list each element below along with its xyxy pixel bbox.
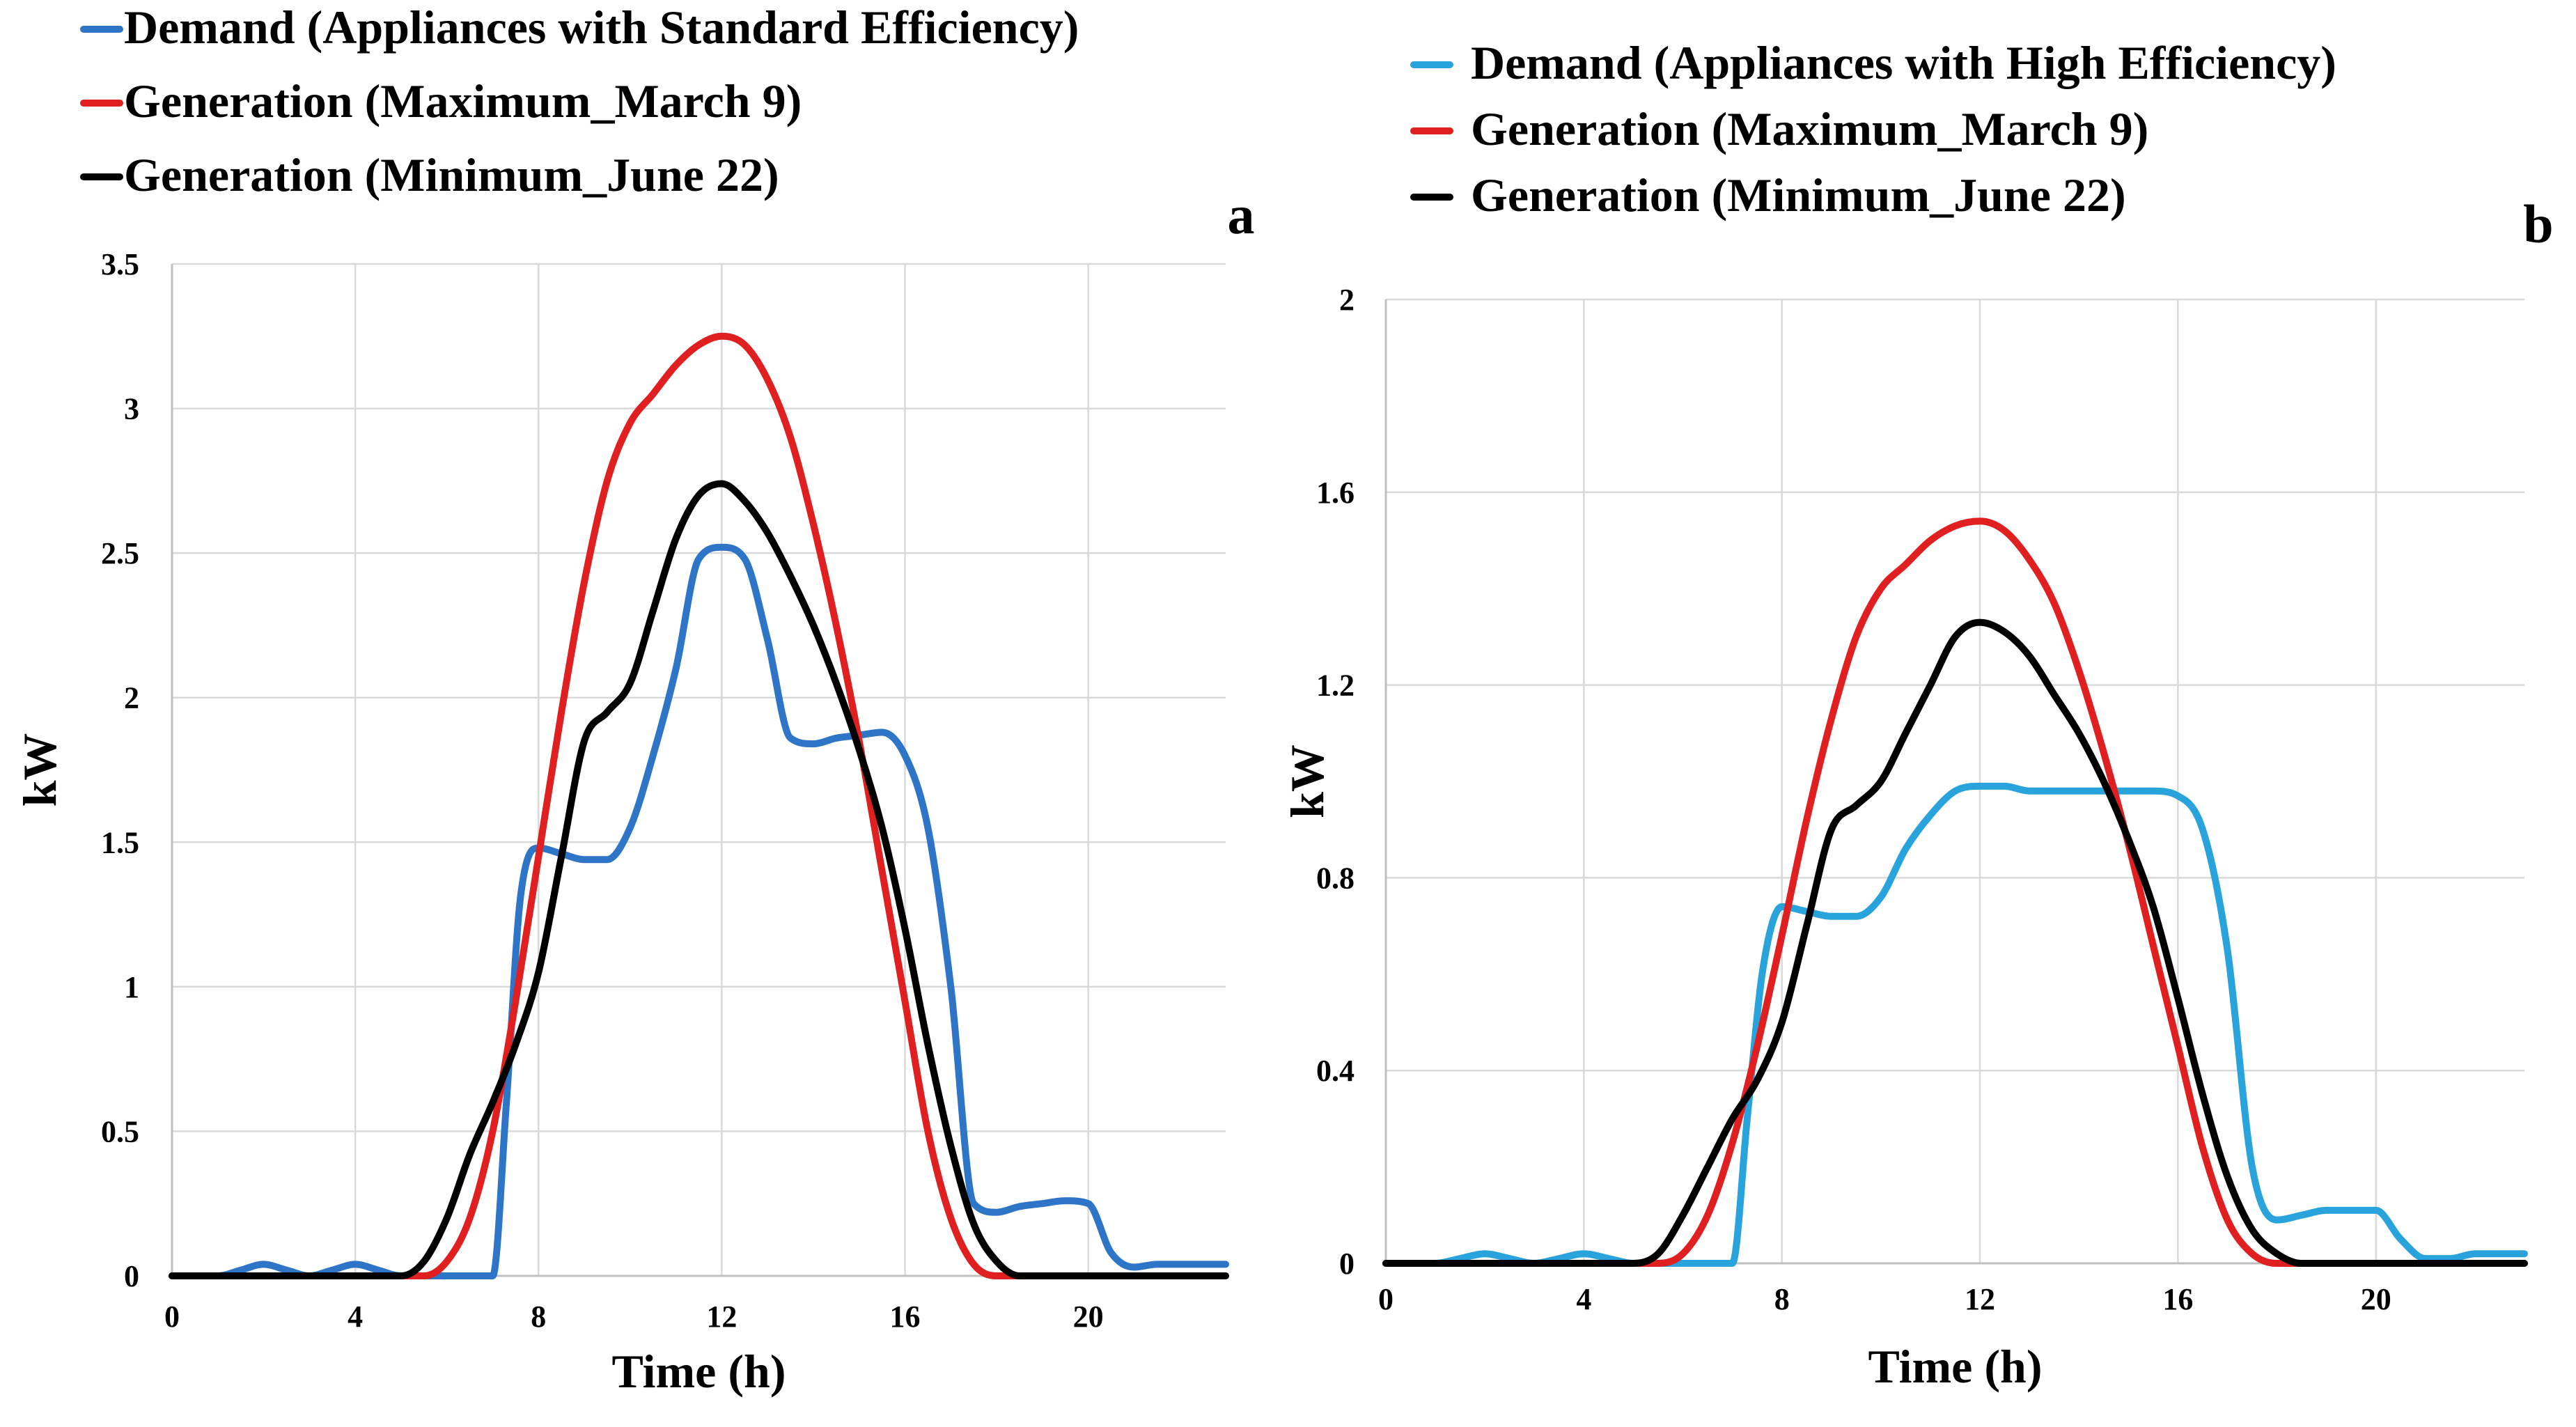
y-tick-label: 1.5 [101, 825, 139, 859]
x-tick-label: 0 [1378, 1282, 1394, 1316]
y-tick-label: 0.4 [1316, 1054, 1355, 1088]
x-tick-label: 0 [164, 1300, 180, 1334]
y-tick-label: 0.5 [101, 1114, 139, 1148]
series-line [169, 543, 1229, 1279]
y-tick-label: 1.2 [1316, 669, 1355, 703]
legend-label: Demand (Appliances with High Efficiency) [1471, 36, 2336, 89]
y-tick-label: 2 [1339, 283, 1355, 317]
legend-label: Demand (Appliances with Standard Efficie… [124, 1, 1079, 54]
series-line [169, 332, 1229, 1280]
series-line [1382, 618, 2528, 1268]
series-line [1382, 517, 2528, 1268]
x-axis-label: Time (h) [612, 1345, 786, 1398]
x-tick-label: 8 [531, 1300, 546, 1334]
x-axis-label: Time (h) [1868, 1340, 2043, 1393]
y-tick-label: 2 [124, 681, 139, 715]
y-tick-label: 2.5 [101, 536, 139, 570]
x-tick-label: 16 [890, 1300, 921, 1334]
x-tick-label: 8 [1774, 1282, 1790, 1316]
panel-letter: a [1228, 185, 1255, 245]
legend-label: Generation (Maximum_March 9) [1471, 102, 2148, 155]
x-tick-label: 20 [2361, 1282, 2391, 1316]
y-tick-label: 3 [124, 392, 139, 426]
panel-a: 0 0.5 1 1.5 2 2.5 3 3.5 0 4 8 12 16 20 Time (h) kW a Dema… [13, 1, 1255, 1398]
y-tick-label: 0.8 [1316, 861, 1355, 895]
y-tick-label: 3.5 [101, 247, 139, 281]
x-tick-label: 12 [1965, 1282, 1995, 1316]
x-tick-label: 16 [2162, 1282, 2193, 1316]
series-line [169, 480, 1229, 1280]
legend-label: Generation (Maximum_March 9) [124, 75, 802, 127]
series-line [1382, 782, 2528, 1267]
x-tick-label: 12 [706, 1300, 737, 1334]
y-axis-label: kW [13, 733, 66, 807]
panel-letter: b [2523, 194, 2553, 254]
legend-label: Generation (Minimum_June 22) [1471, 169, 2126, 221]
y-axis-label: kW [1281, 744, 1334, 818]
y-tick-label: 1.6 [1316, 476, 1355, 510]
y-tick-label: 0 [124, 1259, 139, 1293]
legend-label: Generation (Minimum_June 22) [124, 148, 779, 201]
x-tick-label: 4 [1576, 1282, 1591, 1316]
y-tick-label: 0 [1339, 1247, 1355, 1281]
x-tick-label: 20 [1073, 1300, 1104, 1334]
x-tick-label: 4 [348, 1300, 363, 1334]
y-tick-label: 1 [124, 970, 139, 1004]
